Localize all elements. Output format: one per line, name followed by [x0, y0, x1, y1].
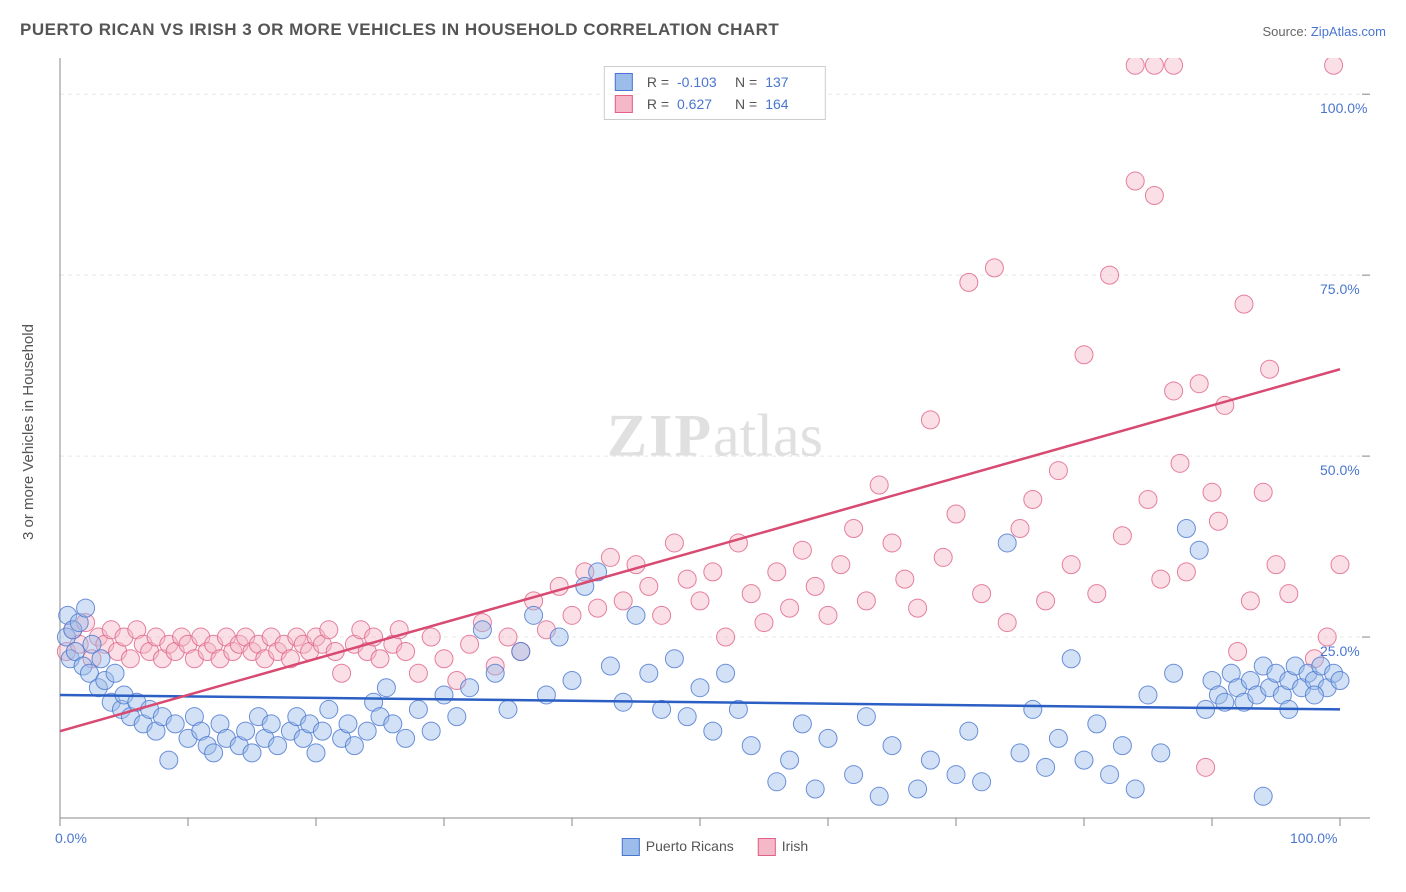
source-link[interactable]: ZipAtlas.com — [1311, 24, 1386, 39]
legend-stat-row: R = 0.627 N = 164 — [615, 93, 815, 115]
legend-label: Irish — [782, 838, 808, 854]
r-value: 0.627 — [677, 96, 727, 112]
chart-title: PUERTO RICAN VS IRISH 3 OR MORE VEHICLES… — [20, 20, 779, 40]
n-value: 137 — [765, 74, 815, 90]
y-axis-label: 3 or more Vehicles in Household — [20, 324, 37, 540]
legend-label: Puerto Ricans — [646, 838, 734, 854]
legend-swatch — [615, 73, 633, 91]
legend-item: Puerto Ricans — [622, 838, 734, 856]
source-label: Source: ZipAtlas.com — [1262, 24, 1386, 39]
legend-stat-row: R = -0.103 N = 137 — [615, 71, 815, 93]
r-label: R = — [647, 96, 669, 112]
legend-swatch — [622, 838, 640, 856]
y-tick-label: 25.0% — [1320, 643, 1360, 659]
legend-item: Irish — [758, 838, 808, 856]
n-value: 164 — [765, 96, 815, 112]
scatter-chart — [50, 58, 1380, 848]
y-tick-label: 50.0% — [1320, 462, 1360, 478]
x-tick-label: 0.0% — [55, 830, 87, 846]
y-tick-label: 75.0% — [1320, 281, 1360, 297]
correlation-legend: R = -0.103 N = 137 R = 0.627 N = 164 — [604, 66, 826, 120]
n-label: N = — [735, 96, 757, 112]
r-value: -0.103 — [677, 74, 727, 90]
r-label: R = — [647, 74, 669, 90]
series-legend: Puerto Ricans Irish — [622, 838, 808, 856]
x-tick-label: 100.0% — [1290, 830, 1337, 846]
y-tick-label: 100.0% — [1320, 100, 1367, 116]
legend-swatch — [615, 95, 633, 113]
source-prefix: Source: — [1262, 24, 1310, 39]
chart-area: ZIPatlas R =-0.103N =137R =0.627N =164 P… — [50, 58, 1380, 828]
legend-swatch — [758, 838, 776, 856]
n-label: N = — [735, 74, 757, 90]
